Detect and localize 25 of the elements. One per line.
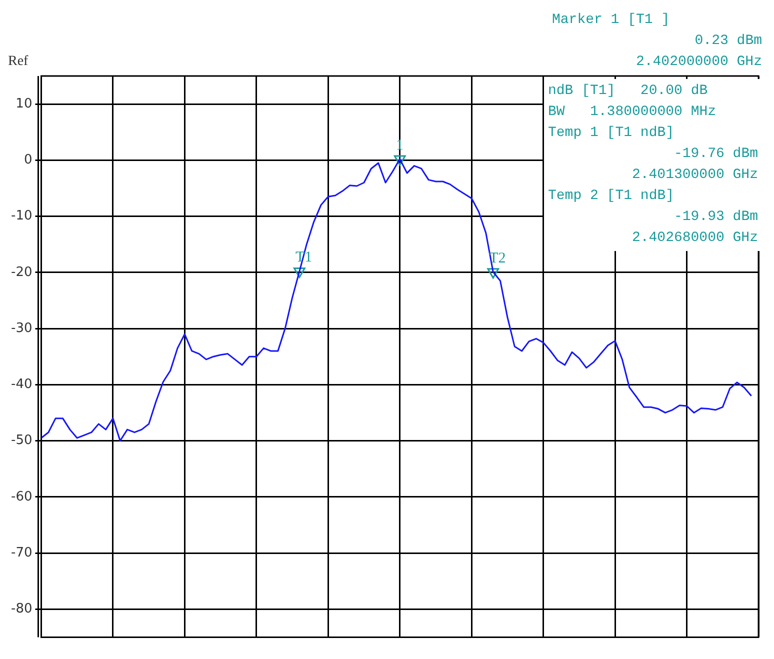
y-tick-label: -50 — [11, 433, 32, 448]
annotation: -19.93 dBm — [672, 208, 758, 227]
annotation: Temp 1 [T1 ndB] — [548, 124, 676, 143]
y-tick-label: 10 — [16, 96, 32, 112]
y-tick-label: -70 — [11, 545, 32, 560]
text: Ref — [8, 54, 28, 70]
y-tick-label: -30 — [11, 320, 32, 336]
y-tick-label: -80 — [11, 602, 32, 617]
point — [394, 155, 406, 166]
annotation: Temp 2 [T1 ndB] — [548, 187, 676, 206]
y-tick-label: -20 — [11, 264, 32, 280]
point — [487, 268, 500, 279]
annotation: 2.401300000 GHz — [630, 166, 758, 185]
annotation: -19.76 dBm — [672, 145, 758, 164]
point — [294, 268, 306, 278]
text: 2.402000000 GHz — [634, 53, 762, 72]
annotation: ndB [T1] 20.00 dB — [548, 82, 709, 101]
y-tick-label: -10 — [11, 208, 32, 224]
y-tick-label: -60 — [11, 489, 32, 504]
annotation: 2.402680000 GHz — [630, 229, 758, 248]
text: Marker 1 [T1 ] — [552, 11, 671, 30]
text: 0.23 dBm — [694, 32, 762, 51]
y-tick-label: -40 — [11, 377, 32, 392]
annotation: BW 1.380000000 MHz — [548, 103, 718, 122]
y-tick-label: 0 — [24, 152, 32, 168]
